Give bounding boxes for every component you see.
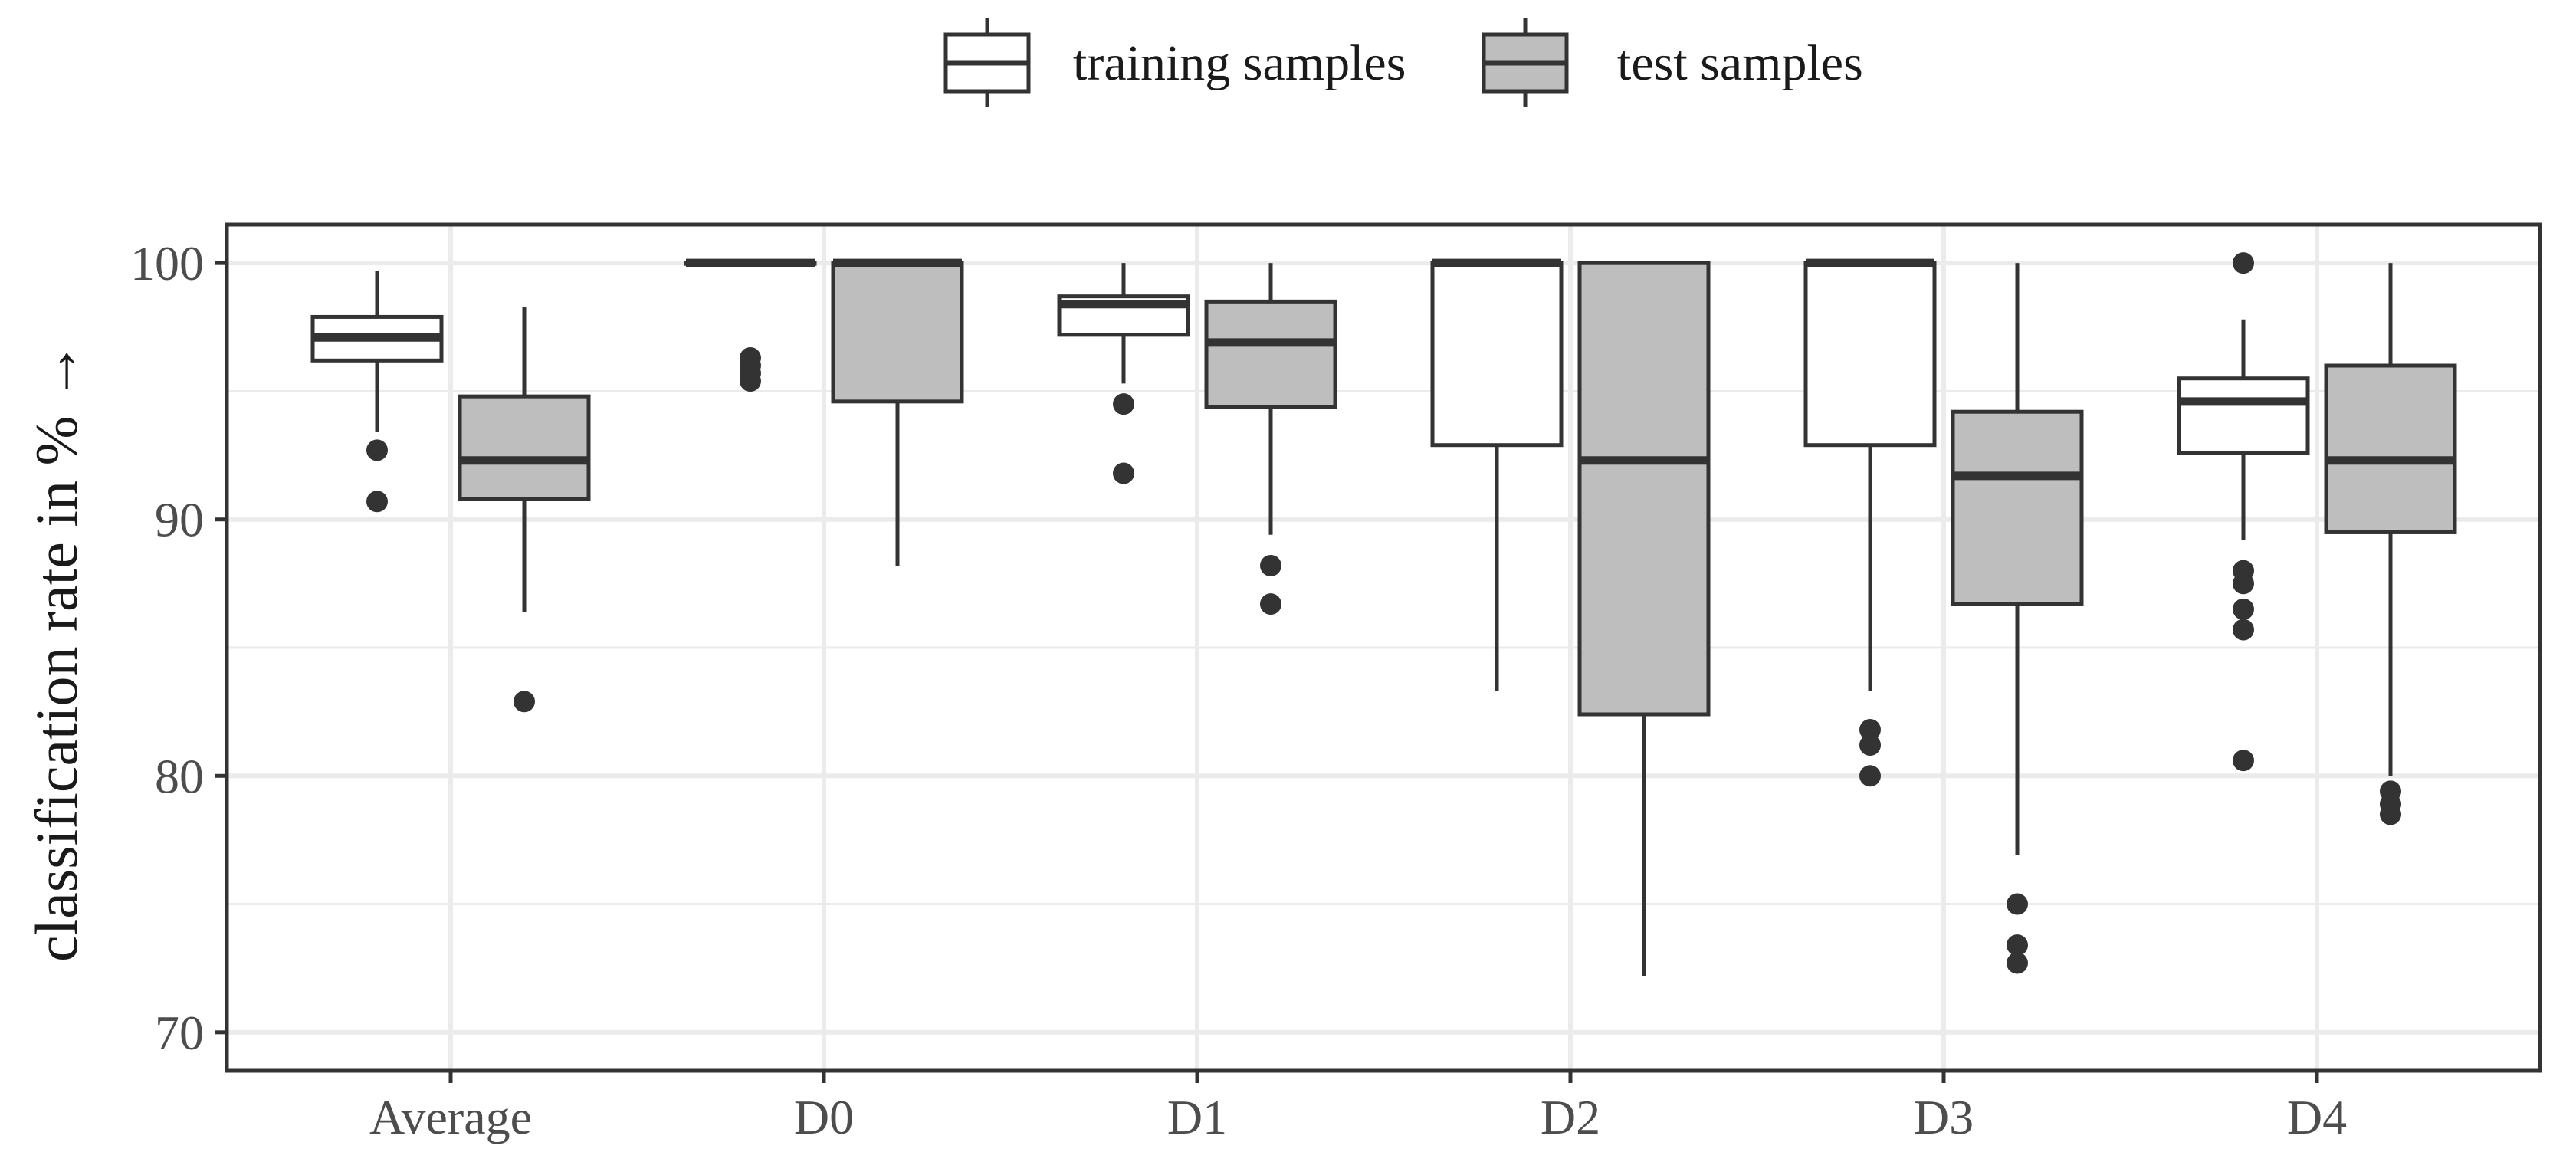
outlier-point-0 xyxy=(2007,893,2028,915)
box-test-samples-d0 xyxy=(831,258,964,566)
x-tick-label-d0: D0 xyxy=(794,1090,854,1144)
box-training-samples-d2 xyxy=(1430,258,1564,691)
y-tick-label-70: 70 xyxy=(155,1006,204,1060)
box-iqr xyxy=(1803,261,1937,448)
outlier-point-1 xyxy=(1859,734,1881,757)
series-test-samples xyxy=(458,258,2457,976)
box-iqr xyxy=(831,261,964,404)
legend-item-training-samples: training samples xyxy=(943,18,1406,107)
outlier-point-0 xyxy=(2233,252,2254,274)
x-tick-label-d4: D4 xyxy=(2287,1090,2347,1144)
box-iqr xyxy=(1951,409,2084,606)
box-iqr xyxy=(1577,261,1711,717)
outlier-point-1 xyxy=(1113,462,1134,484)
outlier-point-4 xyxy=(2233,619,2254,641)
y-tick-label-80: 80 xyxy=(155,749,204,803)
box-test-samples-d3 xyxy=(1951,263,2084,974)
box-iqr xyxy=(1204,299,1337,409)
box-training-samples-d0 xyxy=(684,258,817,392)
outlier-point-1 xyxy=(1260,593,1281,615)
x-tick-label-average: Average xyxy=(369,1090,532,1144)
grid-lines xyxy=(227,225,2540,1071)
outlier-point-0 xyxy=(366,439,388,461)
axes: 70 80 90 100 Average D0 D1 D2 D3 D4 xyxy=(130,236,2347,1144)
outlier-point-0 xyxy=(1260,554,1281,576)
box-test-samples-d1 xyxy=(1204,263,1337,615)
outlier-point-1 xyxy=(2007,934,2028,957)
panel-border xyxy=(225,222,2542,1073)
box-test-samples-d2 xyxy=(1577,261,1711,976)
box-training-samples-d3 xyxy=(1803,258,1937,787)
legend-label: training samples xyxy=(1073,35,1406,91)
outlier-point-0 xyxy=(1113,393,1134,415)
outlier-point-2 xyxy=(1859,765,1881,787)
outlier-point-2 xyxy=(2380,803,2401,825)
box-iqr xyxy=(458,394,591,501)
box-iqr xyxy=(2324,363,2457,534)
y-tick-label-90: 90 xyxy=(155,493,204,547)
box-iqr xyxy=(2177,376,2310,455)
box-training-samples-average xyxy=(310,271,444,513)
y-axis-title: classification rate in % → xyxy=(23,341,90,962)
x-tick-label-d1: D1 xyxy=(1167,1090,1227,1144)
series-training-samples xyxy=(310,252,2310,787)
outlier-point-3 xyxy=(740,370,761,392)
box-training-samples-d1 xyxy=(1057,263,1190,484)
outlier-point-2 xyxy=(2233,573,2254,595)
box-training-samples-d4 xyxy=(2177,252,2310,772)
box-series xyxy=(310,252,2457,976)
box-test-samples-average xyxy=(458,307,591,713)
box-iqr xyxy=(1430,261,1564,448)
x-tick-label-d3: D3 xyxy=(1914,1090,1974,1144)
outlier-point-5 xyxy=(2233,750,2254,772)
x-tick-label-d2: D2 xyxy=(1541,1090,1600,1144)
legend-label: test samples xyxy=(1617,35,1863,91)
outlier-point-3 xyxy=(2233,598,2254,620)
outlier-point-0 xyxy=(1859,719,1881,741)
outlier-point-2 xyxy=(2007,952,2028,974)
outlier-point-1 xyxy=(366,491,388,513)
box-test-samples-d4 xyxy=(2324,263,2457,825)
y-tick-label-100: 100 xyxy=(130,236,204,290)
legend-item-test-samples: test samples xyxy=(1482,18,1863,107)
outlier-point-0 xyxy=(514,691,535,713)
legend: training samples test samples xyxy=(943,18,1863,107)
